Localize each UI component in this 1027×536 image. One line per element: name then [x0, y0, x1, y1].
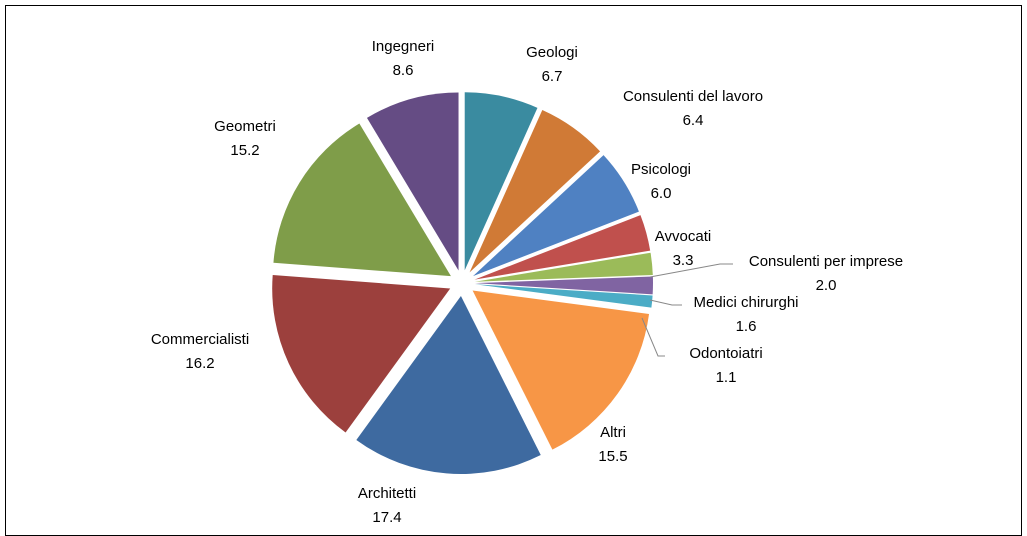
leader-line — [649, 263, 733, 278]
slice-label: Psicologi — [631, 161, 691, 178]
slice-label: Odontoiatri — [689, 345, 762, 362]
pie-slice — [474, 215, 651, 280]
pie-slice — [272, 275, 451, 433]
slice-label: Geologi — [526, 44, 578, 61]
pie-slice — [474, 284, 653, 308]
pie-slice — [356, 295, 541, 474]
slice-label: Geometri — [214, 118, 276, 135]
slice-label: Medici chirurghi — [693, 294, 798, 311]
slice-value: 1.6 — [736, 318, 757, 335]
slice-value: 3.3 — [673, 252, 694, 269]
slice-value: 6.4 — [683, 112, 704, 129]
slice-label: Avvocati — [655, 228, 711, 245]
leader-line — [649, 299, 682, 306]
slice-label: Consulenti per imprese — [749, 253, 903, 270]
slice-value: 15.5 — [598, 448, 627, 465]
slice-label: Commercialisti — [151, 331, 249, 348]
slice-label: Altri — [600, 424, 626, 441]
slice-label: Consulenti del lavoro — [623, 88, 763, 105]
pie-slice — [273, 123, 451, 277]
pie-slice — [474, 276, 653, 295]
slice-value: 6.7 — [542, 68, 563, 85]
leader-line — [641, 317, 665, 357]
pie-slice — [469, 109, 601, 273]
slice-label: Ingegneri — [372, 38, 435, 55]
slice-value: 17.4 — [372, 509, 401, 526]
slice-value: 15.2 — [230, 142, 259, 159]
slice-value: 1.1 — [716, 369, 737, 386]
pie-slice — [366, 92, 459, 271]
pie-slice — [464, 92, 538, 271]
slice-value: 8.6 — [393, 62, 414, 79]
pie-slice — [473, 155, 639, 277]
slice-value: 6.0 — [651, 185, 672, 202]
slice-label: Architetti — [358, 485, 416, 502]
slice-value: 16.2 — [185, 355, 214, 372]
slice-value: 2.0 — [816, 277, 837, 294]
pie-slice — [472, 290, 650, 450]
pie-slice — [474, 252, 653, 282]
